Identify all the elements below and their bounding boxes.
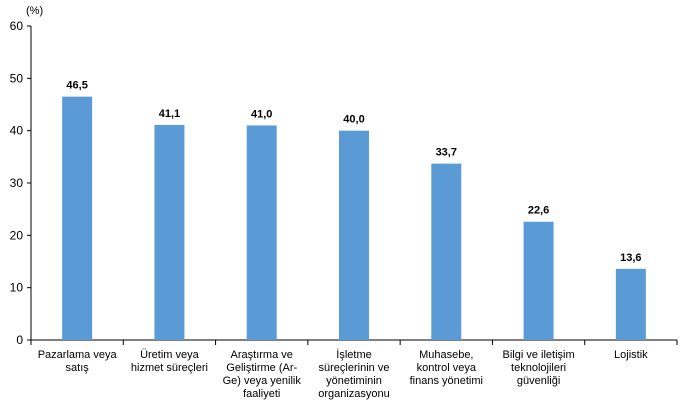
y-unit-label: (%): [26, 5, 43, 17]
x-tick-label: Geliştirme (Ar-: [226, 362, 297, 374]
bar: [154, 124, 185, 340]
x-tick-label: Araştırma ve: [231, 349, 293, 361]
x-tick-label: Pazarlama veya: [38, 349, 118, 361]
bar: [431, 163, 462, 340]
data-label: 33,7: [436, 147, 457, 159]
y-tick-label: 20: [10, 228, 24, 242]
x-tick-label: teknolojileri: [511, 362, 566, 374]
x-tick-label: İşletme: [336, 348, 371, 361]
x-tick-label: hizmet süreçleri: [131, 362, 208, 374]
bar: [62, 96, 93, 341]
bar: [339, 130, 369, 340]
x-tick-label: Lojistik: [614, 349, 648, 361]
data-label: 13,6: [620, 252, 641, 264]
x-tick-label: güvenliği: [517, 375, 560, 387]
bar: [246, 125, 277, 340]
y-tick-label: 0: [16, 333, 23, 347]
data-label: 41,0: [251, 108, 272, 120]
data-label: 41,1: [159, 108, 180, 120]
x-tick-label: kontrol veya: [417, 362, 477, 374]
y-tick-label: 30: [10, 176, 24, 190]
data-label: 46,5: [66, 80, 87, 92]
x-tick-label: Üretim veya: [140, 349, 200, 361]
x-tick-label: finans yönetimi: [410, 375, 483, 387]
bar: [615, 268, 646, 340]
x-tick-label: süreçlerinin ve: [319, 362, 390, 374]
y-tick-label: 50: [10, 71, 24, 85]
x-tick-label: organizasyonu: [318, 388, 390, 400]
x-tick-label: faaliyeti: [243, 388, 280, 400]
y-tick-label: 60: [10, 19, 24, 33]
x-tick-label: Muhasebe,: [419, 349, 473, 361]
data-label: 22,6: [528, 205, 549, 217]
x-tick-label: satış: [66, 362, 90, 374]
bar: [523, 221, 554, 340]
y-tick-label: 10: [10, 281, 24, 295]
x-tick-label: Bilgi ve iletişim: [503, 349, 575, 361]
x-tick-label: yönetiminin: [326, 375, 382, 387]
y-tick-label: 40: [10, 124, 24, 138]
x-tick-label: Ge) veya yenilik: [223, 375, 302, 387]
data-label: 40,0: [343, 114, 364, 126]
